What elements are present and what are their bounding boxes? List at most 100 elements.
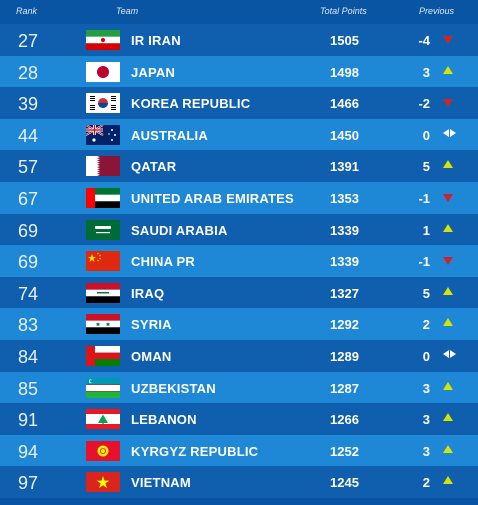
lebanon-flag-icon: [86, 409, 120, 430]
trend-indicator: [443, 381, 455, 394]
total-points-value: 1339: [330, 222, 359, 238]
trend-up-icon: [443, 223, 453, 232]
trend-unchanged-icon: [443, 349, 456, 358]
table-row: 91 LEBANON 1266 3: [0, 403, 478, 435]
previous-change-value: 5: [422, 159, 430, 175]
previous-change-value: 3: [422, 380, 430, 396]
trend-indicator: [443, 255, 455, 267]
previous-change-value: 3: [422, 64, 430, 80]
total-points-value: 1327: [330, 285, 359, 301]
team-name: IRAQ: [131, 285, 165, 301]
table-header: Rank Team Total Points Previous: [0, 0, 478, 24]
trend-indicator: [443, 476, 455, 488]
table-row: 27 IR IRAN 1505 -4: [0, 24, 478, 56]
total-points-value: 1466: [330, 96, 359, 112]
team-name: UNITED ARAB EMIRATES: [131, 190, 294, 206]
trend-up-icon: [443, 65, 453, 74]
kyrgyz-flag-icon: [86, 440, 120, 461]
previous-change-value: -1: [418, 190, 430, 206]
trend-down-icon: [443, 99, 453, 108]
uzbekistan-flag-icon: [86, 377, 120, 398]
table-row: 74 IRAQ 1327 5: [0, 276, 478, 309]
table-row: 84 OMAN 1289 0: [0, 339, 478, 372]
team-name: SYRIA: [131, 317, 172, 333]
team-name: KOREA REPUBLIC: [131, 96, 251, 112]
trend-indicator: [443, 286, 455, 299]
team-name: AUSTRALIA: [131, 127, 208, 143]
previous-change-value: -1: [418, 254, 430, 270]
team-name: KYRGYZ REPUBLIC: [131, 443, 259, 459]
previous-change-value: -2: [418, 96, 430, 112]
total-points-value: 1287: [330, 380, 359, 396]
trend-up-icon: [443, 286, 453, 295]
trend-indicator: [443, 349, 456, 362]
rank-column-header: Rank: [16, 6, 38, 16]
team-name: SAUDI ARABIA: [131, 222, 228, 238]
team-column-header: Team: [116, 6, 139, 16]
table-row: 28 JAPAN 1498 3: [0, 55, 478, 88]
trend-unchanged-icon: [443, 128, 456, 137]
trend-indicator: [443, 34, 455, 46]
vietnam-flag-icon: [86, 472, 120, 493]
trend-indicator: [443, 413, 455, 425]
previous-change-value: 2: [422, 317, 430, 333]
trend-indicator: [443, 318, 455, 330]
previous-change-value: 0: [422, 348, 430, 364]
trend-indicator: [443, 160, 455, 172]
table-row: 97 VIETNAM 1245 2: [0, 466, 478, 498]
oman-flag-icon: [86, 345, 120, 366]
rank-value: 27: [18, 31, 39, 51]
previous-change-value: 0: [422, 127, 430, 143]
previous-change-value: 3: [422, 443, 430, 459]
total-points-value: 1450: [330, 127, 359, 143]
previous-change-value: 5: [422, 285, 430, 301]
previous-change-value: 2: [422, 475, 430, 491]
table-row: 57 QATAR 1391 5: [0, 150, 478, 182]
china-flag-icon: [86, 251, 120, 272]
team-name: OMAN: [131, 348, 172, 364]
table-row: 67 UNITED ARAB EMIRATES 1353 -1: [0, 181, 478, 214]
trend-indicator: [443, 444, 455, 457]
table-row: 39 KOREA REPUBLIC 1466 -2: [0, 87, 478, 119]
table-row: 83 SYRIA 1292 2: [0, 308, 478, 340]
trend-up-icon: [443, 444, 453, 453]
team-name: QATAR: [131, 159, 177, 175]
total-points-value: 1289: [330, 348, 359, 364]
table-row: 94 KYRGYZ REPUBLIC 1252 3: [0, 434, 478, 467]
rank-value: 39: [18, 94, 39, 115]
trend-up-icon: [443, 413, 453, 422]
previous-change-value: 1: [422, 222, 430, 238]
team-name: JAPAN: [131, 64, 176, 80]
rank-value: 69: [18, 220, 39, 241]
trend-up-icon: [443, 318, 453, 327]
iraq-flag-icon: [86, 282, 120, 303]
total-points-value: 1245: [330, 475, 359, 491]
saudi-flag-icon: [86, 219, 120, 240]
trend-up-icon: [443, 381, 453, 390]
rank-value: 85: [18, 378, 39, 399]
rank-value: 83: [18, 315, 39, 336]
rank-value: 69: [18, 252, 39, 273]
total-points-value: 1498: [330, 64, 359, 80]
total-points-column-header: Total Points: [320, 6, 367, 16]
rank-value: 44: [18, 125, 39, 146]
trend-up-icon: [443, 476, 453, 485]
rank-value: 91: [18, 410, 39, 431]
team-name: LEBANON: [131, 412, 197, 428]
trend-indicator: [443, 223, 455, 236]
rank-value: 97: [18, 473, 39, 494]
team-name: IR IRAN: [131, 33, 181, 48]
team-name: CHINA PR: [131, 254, 195, 270]
rank-value: 94: [18, 441, 39, 462]
table-row: 85 UZBEKISTAN 1287 3: [0, 371, 478, 404]
trend-indicator: [443, 128, 456, 141]
total-points-value: 1339: [330, 254, 359, 270]
table-row: 69 SAUDI ARABIA 1339 1: [0, 213, 478, 246]
qatar-flag-icon: [86, 156, 120, 177]
uae-flag-icon: [86, 187, 120, 208]
rank-value: 74: [18, 283, 39, 304]
trend-indicator: [443, 97, 455, 109]
table-row: 69 CHINA PR 1339 -1: [0, 245, 478, 277]
japan-flag-icon: [86, 61, 120, 82]
